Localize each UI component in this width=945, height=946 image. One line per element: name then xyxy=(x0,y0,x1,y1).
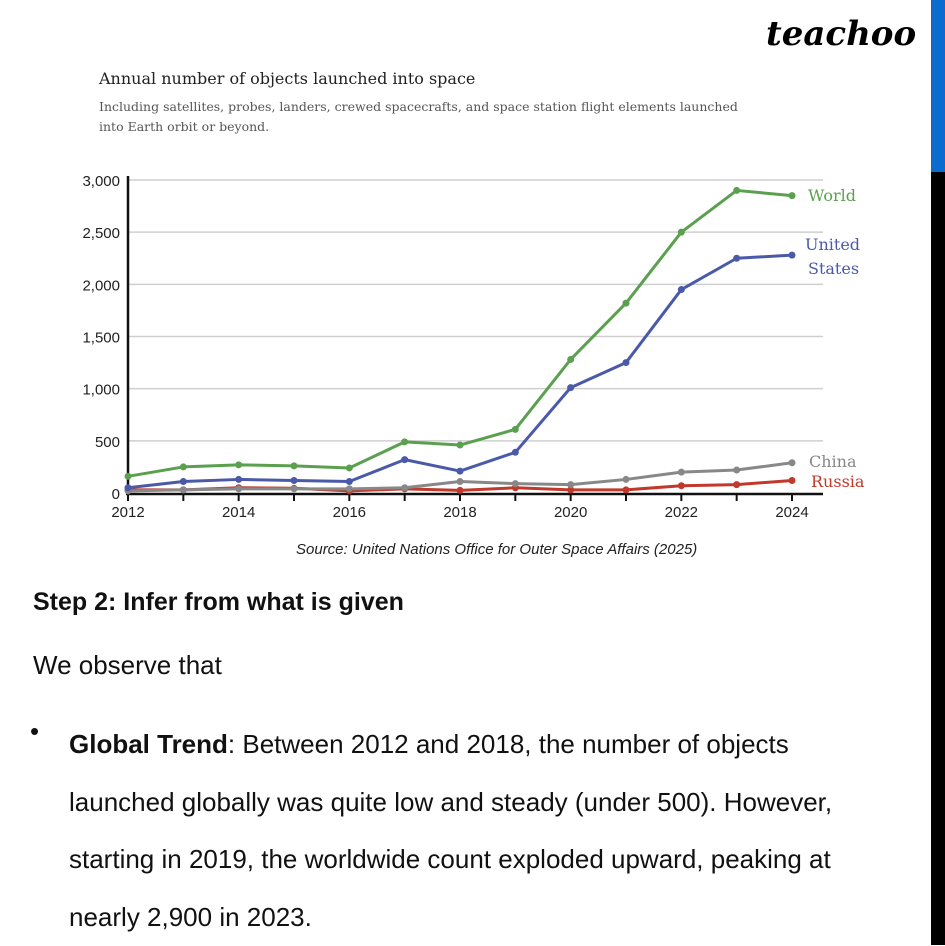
data-point xyxy=(622,299,630,307)
y-tick-label: 2,000 xyxy=(82,277,120,294)
data-point xyxy=(733,466,741,474)
x-tick-label: 2022 xyxy=(665,504,698,521)
observe-text: We observe that xyxy=(33,650,222,680)
data-point xyxy=(677,468,685,476)
series-label: States xyxy=(808,259,859,278)
data-point xyxy=(401,456,409,464)
data-point xyxy=(622,475,630,483)
data-point xyxy=(677,286,685,294)
data-point xyxy=(677,482,685,490)
data-point xyxy=(511,448,519,456)
data-point xyxy=(179,463,187,471)
data-point xyxy=(345,478,353,486)
data-point xyxy=(456,478,464,486)
chart-source: Source: United Nations Office for Outer … xyxy=(296,541,698,558)
data-point xyxy=(788,459,796,467)
step-heading: Step 2: Infer from what is given xyxy=(33,588,404,616)
data-point xyxy=(622,359,630,367)
teachoo-logo: teachoo xyxy=(766,14,917,54)
data-point xyxy=(179,478,187,486)
data-point xyxy=(567,481,575,489)
data-point xyxy=(290,462,298,470)
data-point xyxy=(290,485,298,493)
bullet-title: Global Trend xyxy=(69,729,228,759)
data-point xyxy=(511,480,519,488)
data-point xyxy=(345,464,353,472)
data-point xyxy=(235,475,243,483)
data-point xyxy=(456,441,464,449)
bullet-text: Global Trend: Between 2012 and 2018, the… xyxy=(69,716,889,946)
data-point xyxy=(456,467,464,475)
y-tick-label: 2,500 xyxy=(82,225,120,242)
x-tick-label: 2016 xyxy=(333,504,366,521)
x-tick-label: 2012 xyxy=(111,504,144,521)
x-tick-label: 2024 xyxy=(775,504,808,521)
data-point xyxy=(124,472,132,480)
y-tick-label: 1,000 xyxy=(82,382,120,399)
y-tick-label: 0 xyxy=(112,486,120,503)
x-tick-label: 2020 xyxy=(554,504,587,521)
y-tick-label: 500 xyxy=(95,434,120,451)
data-point xyxy=(290,476,298,484)
series-line-world xyxy=(127,188,793,478)
data-point xyxy=(567,384,575,392)
data-point xyxy=(733,254,741,262)
data-point xyxy=(733,186,741,194)
series-label: World xyxy=(808,186,856,205)
data-point xyxy=(733,481,741,489)
data-point xyxy=(345,485,353,493)
data-point xyxy=(456,486,464,494)
data-point xyxy=(511,425,519,433)
data-point xyxy=(567,486,575,494)
series-label: Russia xyxy=(811,472,865,491)
chart-title: Annual number of objects launched into s… xyxy=(99,69,476,88)
y-tick-label: 3,000 xyxy=(82,173,120,190)
bullet-body: : Between 2012 and 2018, the number of o… xyxy=(69,729,833,932)
series-label: China xyxy=(809,452,857,471)
data-point xyxy=(567,355,575,363)
data-point xyxy=(788,476,796,484)
slide-accent-bar-blue xyxy=(931,0,945,172)
data-point xyxy=(235,461,243,469)
data-point xyxy=(788,251,796,259)
y-tick-label: 1,500 xyxy=(82,330,120,347)
data-point xyxy=(179,486,187,494)
series-line-united-states xyxy=(127,253,793,490)
data-point xyxy=(622,486,630,494)
data-point xyxy=(401,438,409,446)
bullet-icon: • xyxy=(30,716,40,746)
data-point xyxy=(401,484,409,492)
x-tick-label: 2014 xyxy=(222,504,255,521)
x-tick-label: 2018 xyxy=(443,504,476,521)
data-point xyxy=(124,484,132,492)
slide-accent-bar-black xyxy=(931,172,945,945)
series-label: United xyxy=(805,235,860,254)
data-point xyxy=(788,192,796,200)
chart-subtitle: Including satellites, probes, landers, c… xyxy=(99,99,738,134)
data-point xyxy=(235,485,243,493)
data-point xyxy=(677,228,685,236)
